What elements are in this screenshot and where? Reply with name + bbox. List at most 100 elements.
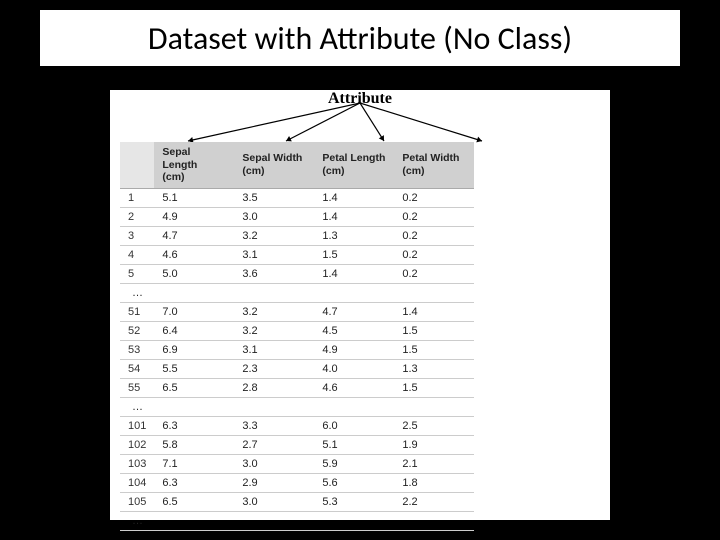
cell-index: 105 (120, 492, 154, 511)
content-area: Attribute Sepal Length(cm)Sepal Width(cm… (110, 90, 610, 520)
cell-value: 3.0 (234, 492, 314, 511)
cell-value: 4.7 (314, 302, 394, 321)
cell-value: 2.3 (234, 359, 314, 378)
cell-value: 5.8 (154, 435, 234, 454)
table-row: 1037.13.05.92.1 (120, 454, 474, 473)
cell-value: 2.7 (234, 435, 314, 454)
cell-value: 1.5 (394, 321, 474, 340)
table-row: 1016.33.36.02.5 (120, 416, 474, 435)
cell-value: 1.3 (314, 226, 394, 245)
cell-value: 3.1 (234, 245, 314, 264)
cell-value: 4.9 (154, 207, 234, 226)
cell-index: 103 (120, 454, 154, 473)
cell-value: 7.0 (154, 302, 234, 321)
cell-index: 102 (120, 435, 154, 454)
cell-value: 3.2 (234, 321, 314, 340)
cell-value: 1.5 (314, 245, 394, 264)
cell-index: 104 (120, 473, 154, 492)
table-row: … (120, 511, 474, 530)
ellipsis-cell: … (120, 511, 474, 530)
cell-index: 52 (120, 321, 154, 340)
cell-value: 3.2 (234, 226, 314, 245)
cell-value: 3.5 (234, 188, 314, 207)
col-sw: Sepal Width(cm) (234, 142, 314, 188)
cell-value: 6.3 (154, 416, 234, 435)
col-index (120, 142, 154, 188)
cell-value: 1.4 (314, 188, 394, 207)
ellipsis-cell: … (120, 397, 474, 416)
table-row: 536.93.14.91.5 (120, 340, 474, 359)
table-row: … (120, 283, 474, 302)
table-row: 545.52.34.01.3 (120, 359, 474, 378)
cell-value: 1.5 (394, 340, 474, 359)
cell-value: 4.7 (154, 226, 234, 245)
cell-value: 4.6 (154, 245, 234, 264)
cell-value: 3.6 (234, 264, 314, 283)
cell-value: 5.9 (314, 454, 394, 473)
table-row: … (120, 397, 474, 416)
cell-value: 6.0 (314, 416, 394, 435)
cell-index: 2 (120, 207, 154, 226)
table-row: 34.73.21.30.2 (120, 226, 474, 245)
cell-value: 1.9 (394, 435, 474, 454)
cell-value: 2.9 (234, 473, 314, 492)
table-row: 24.93.01.40.2 (120, 207, 474, 226)
data-table: Sepal Length(cm)Sepal Width(cm)Petal Len… (120, 142, 474, 531)
cell-value: 5.6 (314, 473, 394, 492)
cell-value: 2.8 (234, 378, 314, 397)
table-row: 556.52.84.61.5 (120, 378, 474, 397)
cell-value: 1.5 (394, 378, 474, 397)
cell-index: 4 (120, 245, 154, 264)
cell-index: 53 (120, 340, 154, 359)
cell-value: 4.0 (314, 359, 394, 378)
cell-value: 6.5 (154, 378, 234, 397)
cell-index: 3 (120, 226, 154, 245)
cell-value: 0.2 (394, 207, 474, 226)
table-row: 1056.53.05.32.2 (120, 492, 474, 511)
title-bar: Dataset with Attribute (No Class) (40, 10, 680, 66)
cell-value: 6.9 (154, 340, 234, 359)
cell-index: 54 (120, 359, 154, 378)
table-row: 1046.32.95.61.8 (120, 473, 474, 492)
cell-value: 2.2 (394, 492, 474, 511)
col-pl: Petal Length(cm) (314, 142, 394, 188)
cell-value: 1.3 (394, 359, 474, 378)
col-pw: Petal Width(cm) (394, 142, 474, 188)
cell-value: 6.4 (154, 321, 234, 340)
cell-value: 1.4 (314, 207, 394, 226)
cell-value: 5.5 (154, 359, 234, 378)
cell-value: 3.0 (234, 454, 314, 473)
cell-value: 3.1 (234, 340, 314, 359)
cell-value: 5.1 (154, 188, 234, 207)
ellipsis-cell: … (120, 283, 474, 302)
table-row: 517.03.24.71.4 (120, 302, 474, 321)
cell-value: 0.2 (394, 188, 474, 207)
cell-value: 3.2 (234, 302, 314, 321)
table-row: 55.03.61.40.2 (120, 264, 474, 283)
cell-value: 1.4 (314, 264, 394, 283)
cell-index: 1 (120, 188, 154, 207)
cell-index: 51 (120, 302, 154, 321)
cell-index: 5 (120, 264, 154, 283)
table-body: 15.13.51.40.224.93.01.40.234.73.21.30.24… (120, 188, 474, 530)
cell-value: 5.0 (154, 264, 234, 283)
cell-value: 1.8 (394, 473, 474, 492)
table-row: 526.43.24.51.5 (120, 321, 474, 340)
table-header-row: Sepal Length(cm)Sepal Width(cm)Petal Len… (120, 142, 474, 188)
cell-value: 1.4 (394, 302, 474, 321)
cell-value: 6.3 (154, 473, 234, 492)
cell-value: 0.2 (394, 245, 474, 264)
cell-value: 2.1 (394, 454, 474, 473)
cell-value: 3.3 (234, 416, 314, 435)
cell-value: 3.0 (234, 207, 314, 226)
cell-value: 5.1 (314, 435, 394, 454)
table-row: 15.13.51.40.2 (120, 188, 474, 207)
page-title: Dataset with Attribute (No Class) (148, 19, 572, 58)
cell-index: 55 (120, 378, 154, 397)
cell-value: 4.5 (314, 321, 394, 340)
table-row: 1025.82.75.11.9 (120, 435, 474, 454)
attribute-arrows (110, 103, 610, 143)
table-row: 44.63.11.50.2 (120, 245, 474, 264)
cell-value: 0.2 (394, 226, 474, 245)
cell-index: 101 (120, 416, 154, 435)
